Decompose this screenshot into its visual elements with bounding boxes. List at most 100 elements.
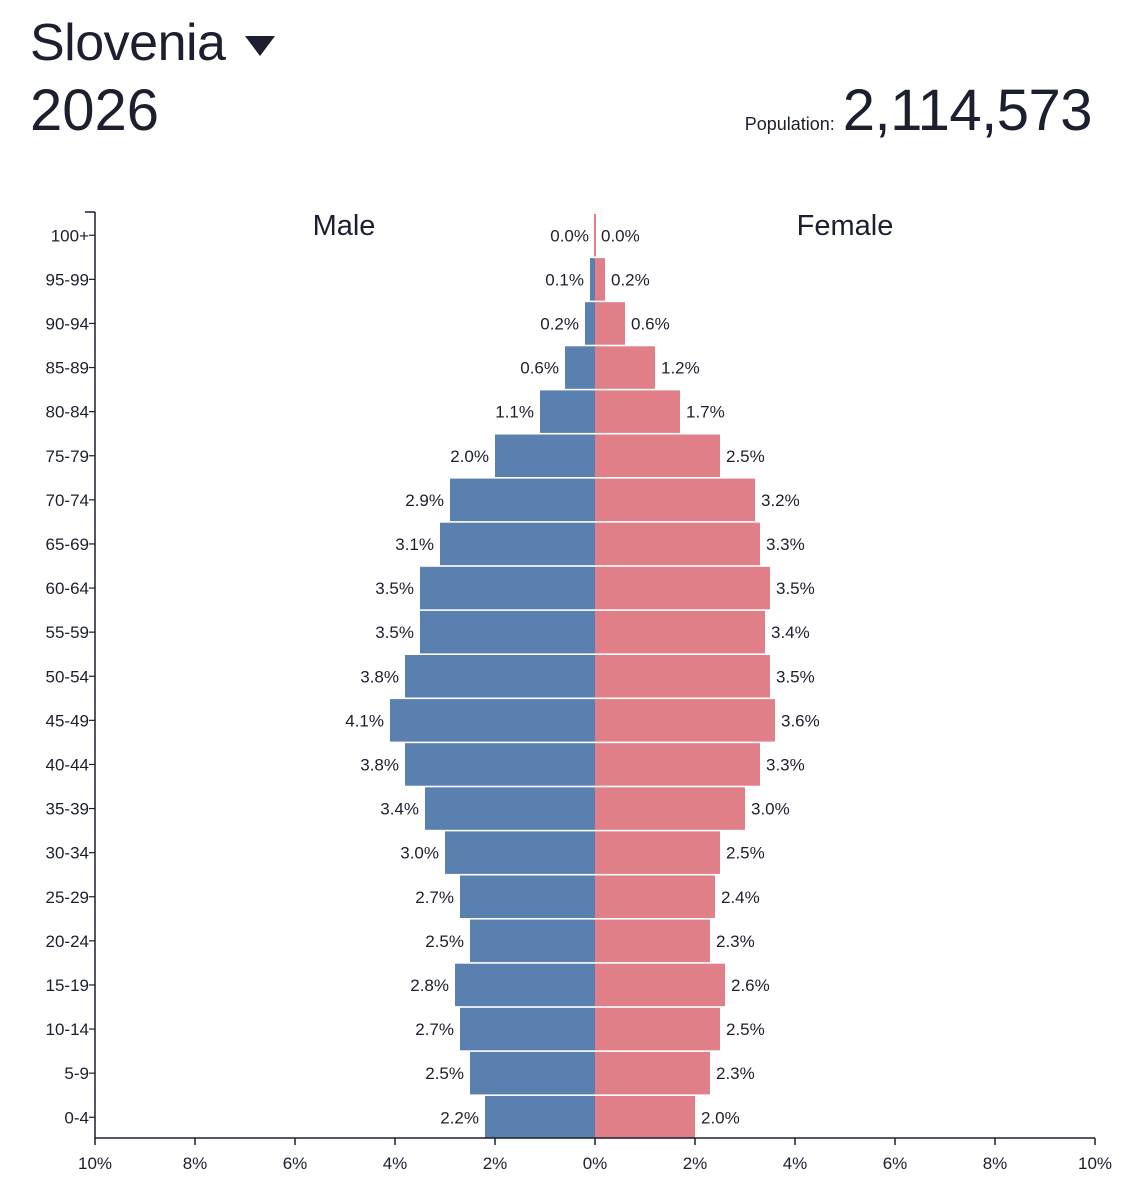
male-bar-95-99 [590,258,595,301]
female-bar-30-34 [595,831,720,874]
female-bar-75-79 [595,434,720,477]
x-tick-label: 0% [583,1154,608,1173]
population-summary: Population: 2,114,573 [745,78,1093,144]
male-value-label: 3.4% [380,800,419,819]
female-value-label: 1.2% [661,359,700,378]
female-bar-85-89 [595,346,655,389]
male-bar-30-34 [445,831,595,874]
country-name: Slovenia [30,14,226,72]
male-bar-15-19 [455,963,595,1007]
year-label: 2026 [30,78,160,143]
male-value-label: 2.2% [440,1108,479,1127]
male-bar-25-29 [460,875,595,918]
bars-layer [390,214,775,1139]
female-value-label: 2.3% [716,1064,755,1083]
female-bar-10-14 [595,1007,720,1051]
age-group-label: 90-94 [46,314,89,333]
x-tick-label: 4% [783,1154,808,1173]
male-bar-50-54 [405,655,595,698]
value-labels-layer: 0.0% 0.0% 0.1% 0.2% 0.2% 0.6% 0.6% 1.2% 1.1% 1.7%… [345,226,820,1127]
male-value-label: 2.7% [415,1020,454,1039]
female-value-label: 2.4% [721,888,760,907]
male-value-label: 3.5% [375,579,414,598]
x-tick-label: 2% [683,1154,708,1173]
x-tick-label: 10% [1078,1154,1112,1173]
male-value-label: 2.7% [415,888,454,907]
male-bar-40-44 [405,743,595,786]
female-value-label: 0.0% [601,226,640,245]
female-bar-0-4 [595,1096,695,1139]
male-value-label: 2.5% [425,932,464,951]
male-value-label: 3.0% [400,844,439,863]
age-group-label: 30-34 [46,844,89,863]
age-group-label: 45-49 [46,711,89,730]
female-value-label: 2.5% [726,1020,765,1039]
female-value-label: 2.5% [726,844,765,863]
female-bar-60-64 [595,566,770,610]
male-value-label: 0.1% [545,270,584,289]
x-tick-label: 8% [183,1154,208,1173]
male-value-label: 0.0% [550,226,589,245]
age-group-label: 55-59 [46,623,89,642]
female-value-label: 3.3% [766,755,805,774]
female-value-label: 3.5% [776,579,815,598]
age-group-label: 5-9 [64,1064,89,1083]
female-bar-55-59 [595,610,765,654]
male-value-label: 3.1% [395,535,434,554]
male-value-label: 3.8% [360,755,399,774]
age-group-label: 75-79 [46,447,89,466]
female-value-label: 2.3% [716,932,755,951]
female-value-label: 3.2% [761,491,800,510]
male-value-label: 2.0% [450,447,489,466]
male-bar-45-49 [390,699,595,742]
axes-layer: 100+ 95-99 90-94 85-89 80-84 75-79 70-74 65-69 6… [46,211,1112,1173]
male-value-label: 0.2% [540,314,579,333]
female-bar-15-19 [595,963,725,1007]
female-value-label: 3.4% [771,623,810,642]
male-value-label: 4.1% [345,711,384,730]
age-group-label: 40-44 [46,755,89,774]
male-series-label: Male [313,210,376,242]
female-bar-90-94 [595,302,625,345]
age-group-label: 50-54 [46,667,89,686]
female-bar-35-39 [595,787,745,830]
age-group-label: 10-14 [46,1020,89,1039]
male-value-label: 2.9% [405,491,444,510]
female-bar-45-49 [595,699,775,742]
female-bar-95-99 [595,258,605,301]
age-group-label: 95-99 [46,270,89,289]
male-value-label: 1.1% [495,403,534,422]
male-bar-10-14 [460,1007,595,1051]
age-group-label: 100+ [51,226,89,245]
male-bar-0-4 [485,1096,595,1139]
age-group-label: 20-24 [46,932,89,951]
male-bar-80-84 [540,390,595,433]
female-bar-70-74 [595,478,755,522]
male-value-label: 0.6% [520,359,559,378]
x-tick-label: 8% [983,1154,1008,1173]
age-group-label: 80-84 [46,403,89,422]
female-value-label: 3.0% [751,800,790,819]
female-value-label: 0.2% [611,270,650,289]
male-value-label: 2.8% [410,976,449,995]
female-value-label: 1.7% [686,403,725,422]
female-series-label: Female [797,210,894,242]
country-selector[interactable]: Slovenia [30,10,276,76]
female-value-label: 3.6% [781,711,820,730]
caret-down-icon[interactable] [245,36,276,56]
male-bar-5-9 [470,1051,595,1095]
age-group-label: 70-74 [46,491,89,510]
age-group-label: 85-89 [46,359,89,378]
male-bar-90-94 [585,302,595,345]
x-tick-label: 10% [78,1154,112,1173]
female-bar-40-44 [595,743,760,786]
population-value: 2,114,573 [842,78,1093,143]
female-bar-25-29 [595,875,715,918]
female-bar-50-54 [595,655,770,698]
x-tick-label: 2% [483,1154,508,1173]
age-group-label: 15-19 [46,976,89,995]
male-bar-65-69 [440,522,595,566]
age-group-label: 35-39 [46,800,89,819]
age-group-label: 60-64 [46,579,89,598]
